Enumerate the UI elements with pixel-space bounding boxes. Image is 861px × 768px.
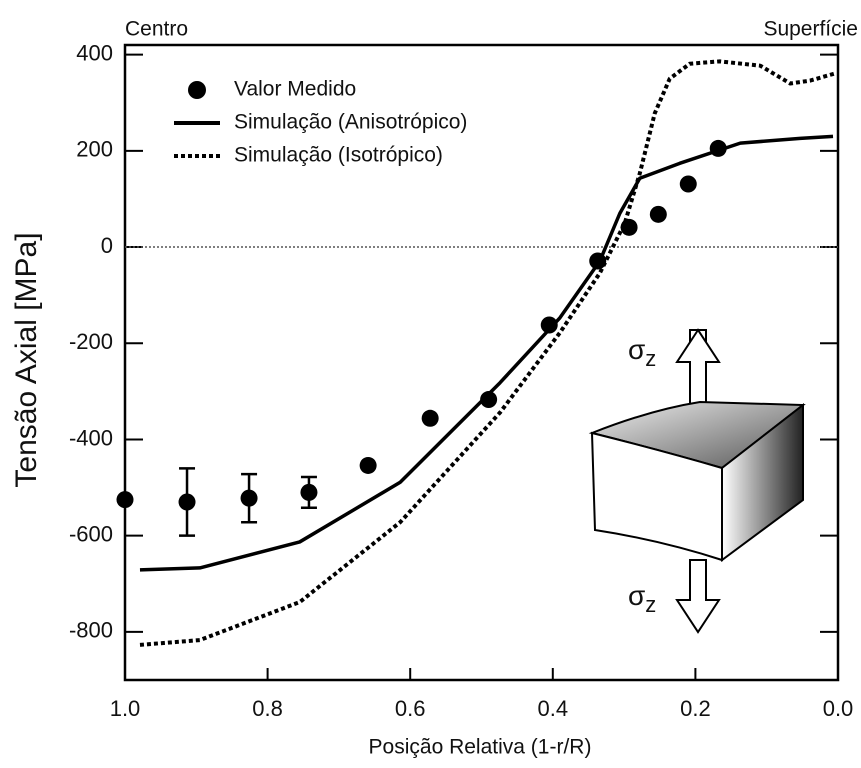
sigma-annotation: σz bbox=[628, 334, 656, 370]
arrow-down bbox=[675, 559, 721, 634]
x-tick-label: 0.8 bbox=[252, 696, 283, 721]
data-point bbox=[240, 489, 258, 507]
block-side bbox=[721, 402, 804, 562]
y-tick-label: -800 bbox=[69, 618, 113, 643]
sigma-annotation: σz bbox=[628, 580, 656, 616]
y-axis-label: Tensão Axial [MPa] bbox=[10, 232, 43, 487]
legend-label: Valor Medido bbox=[234, 78, 356, 101]
data-point bbox=[359, 456, 377, 474]
series-line bbox=[139, 59, 836, 647]
data-point bbox=[620, 218, 638, 236]
sigma-subscript: z bbox=[645, 592, 656, 617]
left-label: Centro bbox=[125, 18, 188, 41]
legend-label: Simulação (Isotrópico) bbox=[234, 144, 443, 167]
sigma-symbol: σ bbox=[628, 334, 645, 365]
series-line bbox=[139, 134, 834, 572]
block-illustration bbox=[588, 328, 806, 634]
x-tick-label: 0.4 bbox=[538, 696, 569, 721]
x-tick-label: 0.6 bbox=[395, 696, 426, 721]
data-point bbox=[480, 391, 498, 409]
data-point bbox=[300, 483, 318, 501]
legend-marker bbox=[188, 81, 206, 99]
data-point bbox=[178, 493, 196, 511]
data-point bbox=[421, 409, 439, 427]
plot-frame bbox=[123, 43, 840, 682]
right-label: Superfície bbox=[763, 18, 858, 41]
legend-label: Simulação (Anisotrópico) bbox=[234, 111, 467, 134]
x-tick-label: 0.2 bbox=[680, 696, 711, 721]
y-tick-label: -600 bbox=[69, 521, 113, 546]
data-point bbox=[679, 175, 697, 193]
x-tick-label: 0.0 bbox=[823, 696, 854, 721]
data-point bbox=[540, 316, 558, 334]
y-tick-label: 200 bbox=[76, 137, 113, 162]
x-axis-label: Posição Relativa (1-r/R) bbox=[369, 736, 592, 759]
sigma-subscript: z bbox=[645, 346, 656, 371]
y-tick-label: 0 bbox=[101, 233, 113, 258]
x-tick-label: 1.0 bbox=[110, 696, 141, 721]
sigma-symbol: σ bbox=[628, 580, 645, 611]
y-tick-label: -200 bbox=[69, 329, 113, 354]
y-tick-label: 400 bbox=[76, 40, 113, 65]
y-tick-label: -400 bbox=[69, 425, 113, 450]
data-point bbox=[649, 205, 667, 223]
data-point bbox=[116, 491, 134, 509]
